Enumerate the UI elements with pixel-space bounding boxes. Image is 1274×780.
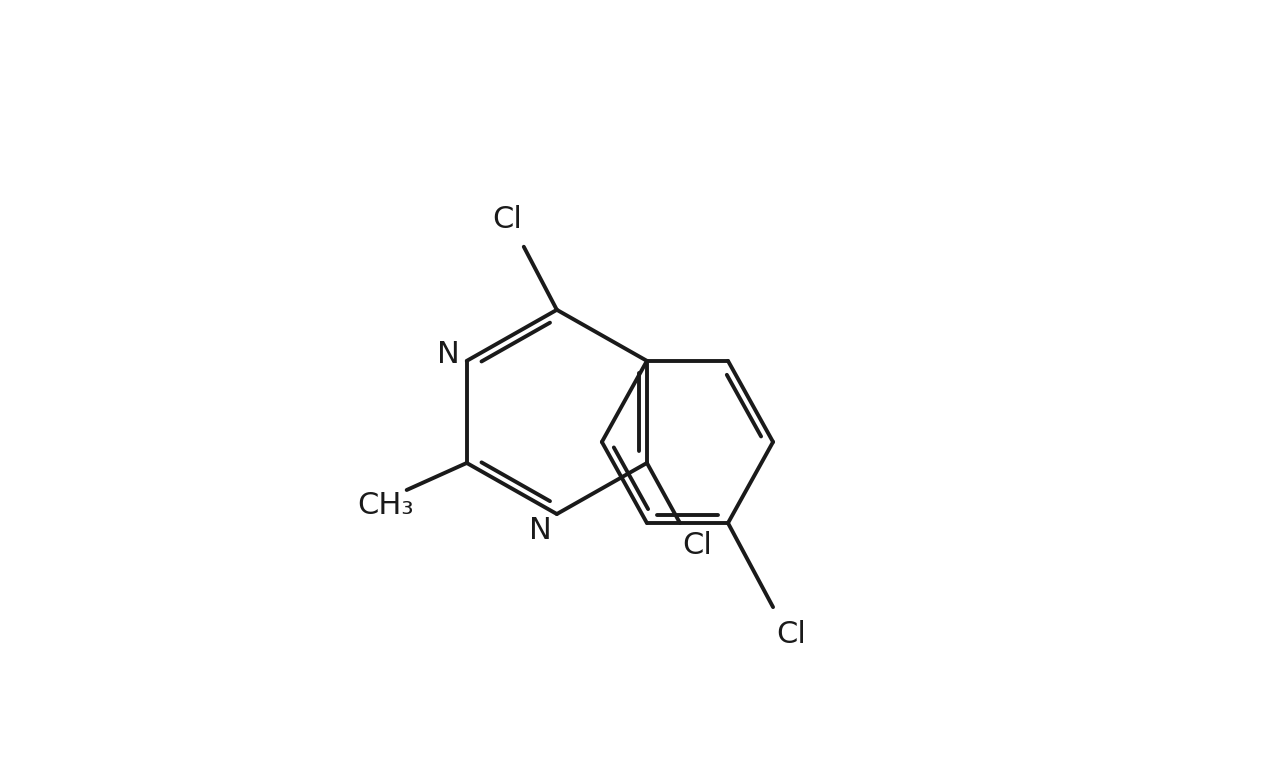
Text: Cl: Cl	[493, 205, 522, 234]
Text: N: N	[437, 340, 460, 370]
Text: N: N	[529, 516, 552, 545]
Text: Cl: Cl	[682, 530, 712, 560]
Text: Cl: Cl	[776, 619, 806, 649]
Text: CH₃: CH₃	[358, 491, 414, 519]
